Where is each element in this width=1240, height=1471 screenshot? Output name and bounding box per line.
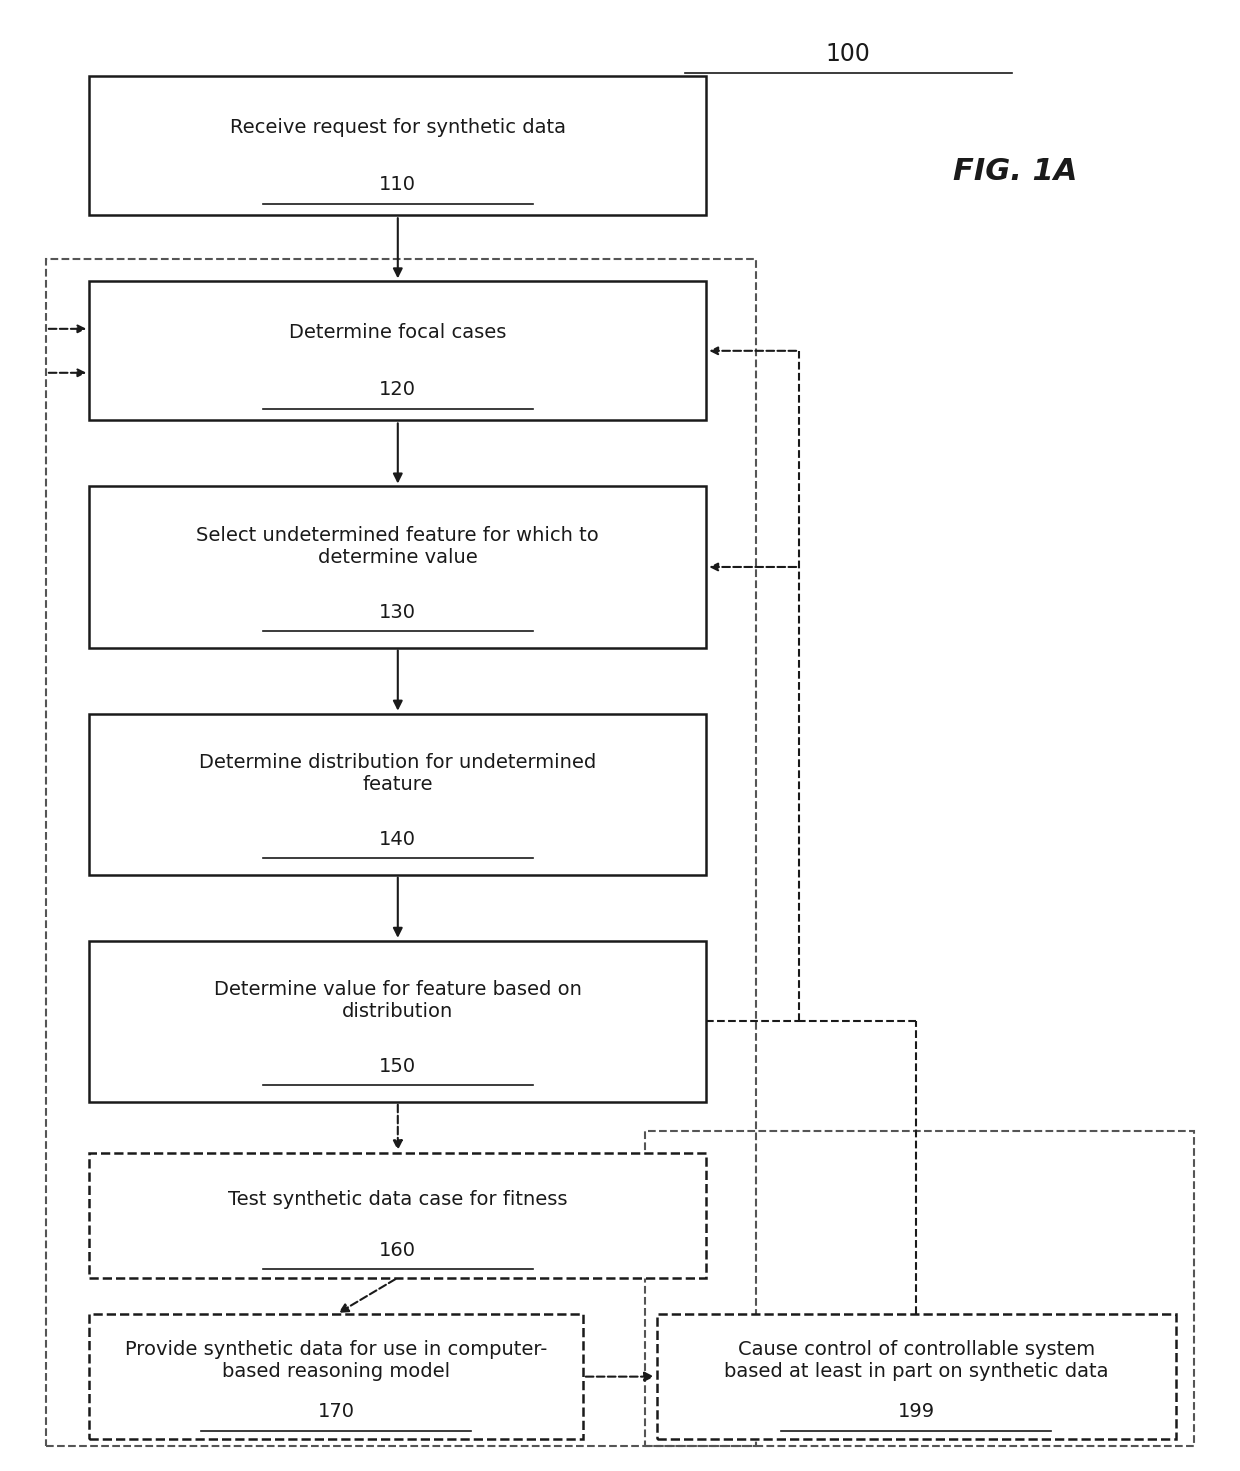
Text: 160: 160 — [379, 1242, 417, 1259]
FancyBboxPatch shape — [89, 1315, 583, 1439]
FancyBboxPatch shape — [89, 1153, 707, 1278]
Text: Cause control of controllable system
based at least in part on synthetic data: Cause control of controllable system bas… — [724, 1340, 1109, 1381]
Text: 150: 150 — [379, 1056, 417, 1075]
FancyBboxPatch shape — [89, 940, 707, 1102]
Text: Determine value for feature based on
distribution: Determine value for feature based on dis… — [213, 980, 582, 1021]
Text: 199: 199 — [898, 1402, 935, 1421]
Text: Select undetermined feature for which to
determine value: Select undetermined feature for which to… — [196, 525, 599, 566]
FancyBboxPatch shape — [89, 487, 707, 647]
FancyBboxPatch shape — [657, 1315, 1176, 1439]
Text: Determine distribution for undetermined
feature: Determine distribution for undetermined … — [200, 753, 596, 794]
Text: Provide synthetic data for use in computer-
based reasoning model: Provide synthetic data for use in comput… — [125, 1340, 547, 1381]
Text: Test synthetic data case for fitness: Test synthetic data case for fitness — [228, 1190, 568, 1209]
Text: 100: 100 — [826, 43, 870, 66]
Text: 140: 140 — [379, 830, 417, 849]
FancyBboxPatch shape — [89, 281, 707, 421]
Text: FIG. 1A: FIG. 1A — [952, 157, 1078, 185]
Text: Receive request for synthetic data: Receive request for synthetic data — [229, 118, 565, 137]
FancyBboxPatch shape — [89, 713, 707, 875]
Text: 120: 120 — [379, 381, 417, 399]
Text: Determine focal cases: Determine focal cases — [289, 324, 506, 343]
Text: 130: 130 — [379, 603, 417, 622]
Text: 110: 110 — [379, 175, 417, 194]
FancyBboxPatch shape — [89, 76, 707, 215]
Text: 170: 170 — [317, 1402, 355, 1421]
